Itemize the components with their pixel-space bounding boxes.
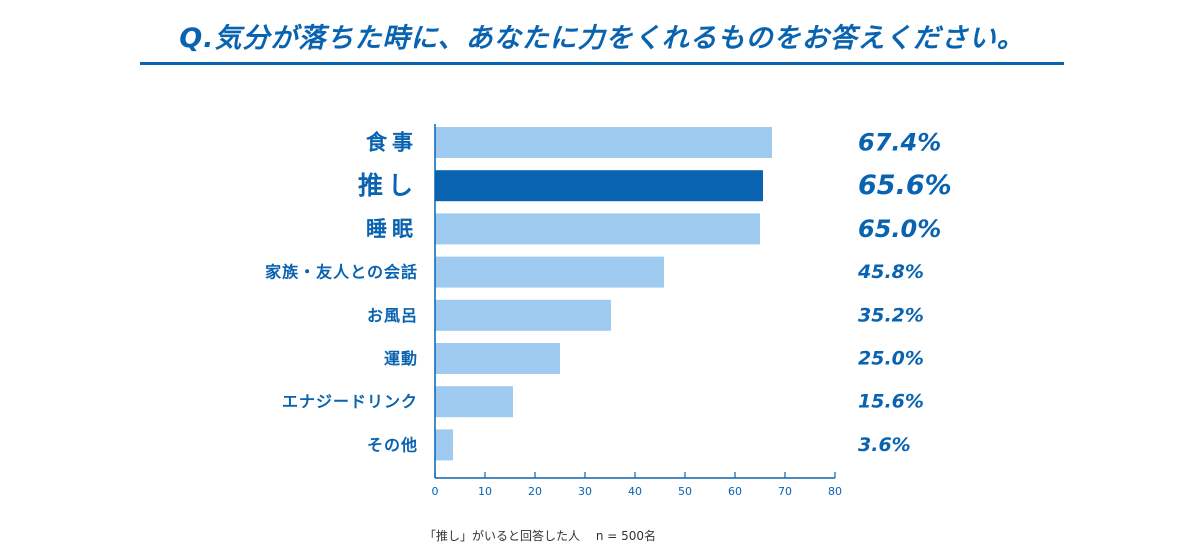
- category-label: 家族・友人との会話: [265, 263, 418, 282]
- x-tick-label: 0: [432, 485, 439, 498]
- category-label: その他: [367, 435, 418, 454]
- x-tick-label: 80: [828, 485, 842, 498]
- x-tick-label: 60: [728, 485, 742, 498]
- value-label: 45.8%: [857, 261, 924, 283]
- bar: [435, 343, 560, 374]
- category-label: 運動: [384, 349, 418, 368]
- value-label: 15.6%: [858, 391, 924, 413]
- bar: [435, 213, 760, 245]
- bar: [435, 256, 664, 288]
- x-tick-label: 40: [628, 485, 642, 498]
- x-tick-label: 20: [528, 485, 542, 498]
- category-label: お風呂: [367, 306, 418, 325]
- x-tick-label: 70: [778, 485, 792, 498]
- value-label: 65.6%: [858, 170, 952, 201]
- x-tick-label: 50: [678, 485, 692, 498]
- title-underline: [140, 62, 1064, 65]
- bar: [435, 386, 513, 418]
- question-title: Q.気分が落ちた時に、あなたに力をくれるものをお答えください。: [179, 23, 1025, 54]
- bar: [435, 127, 772, 158]
- value-label: 3.6%: [858, 434, 911, 456]
- x-tick-label: 10: [478, 485, 492, 498]
- value-label: 67.4%: [858, 129, 941, 157]
- bar: [435, 299, 611, 331]
- footnote: 「推し」がいると回答した人 n = 500名: [424, 529, 657, 543]
- category-label: 睡眠: [366, 217, 418, 241]
- category-label: 食事: [366, 131, 418, 155]
- value-label: 35.2%: [858, 304, 924, 326]
- category-label: エナジードリンク: [282, 392, 418, 411]
- bar: [435, 429, 453, 461]
- value-label: 65.0%: [858, 215, 941, 243]
- value-label: 25.0%: [858, 348, 924, 370]
- x-tick-label: 30: [578, 485, 592, 498]
- category-label: 推し: [358, 171, 418, 200]
- bar: [435, 170, 763, 202]
